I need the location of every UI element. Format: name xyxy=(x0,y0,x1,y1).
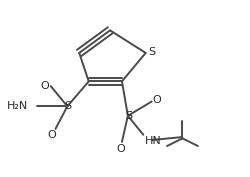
Text: S: S xyxy=(124,111,132,121)
Text: O: O xyxy=(40,81,49,91)
Text: S: S xyxy=(64,101,71,111)
Text: S: S xyxy=(148,47,154,57)
Text: HN: HN xyxy=(144,136,160,146)
Text: O: O xyxy=(152,95,160,105)
Text: H₂N: H₂N xyxy=(7,101,28,111)
Text: O: O xyxy=(47,130,56,140)
Text: O: O xyxy=(116,144,125,153)
